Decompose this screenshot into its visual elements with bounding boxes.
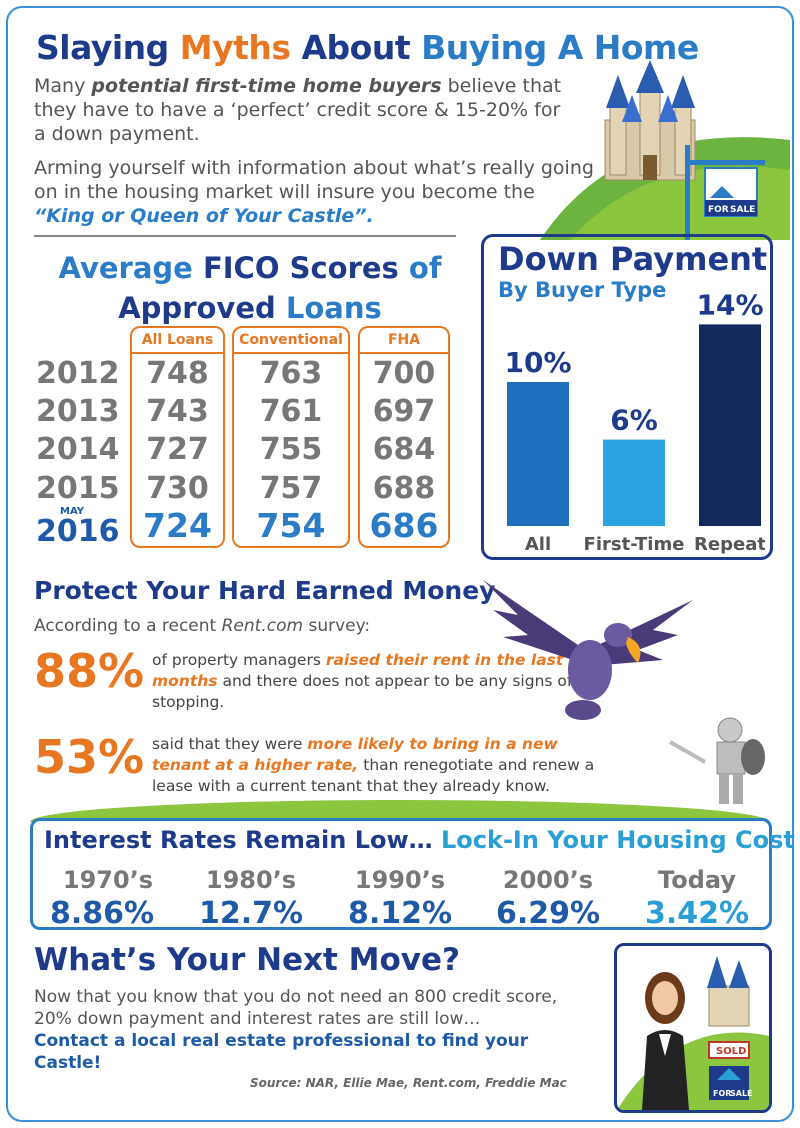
for-sale-sign-for: FOR	[708, 205, 729, 215]
fico-year-current: 2016	[36, 514, 120, 549]
page-title: Slaying Myths About Buying A Home	[36, 28, 699, 67]
fico-value: 757	[259, 471, 323, 506]
survey-intro: According to a recent Rent.com survey:	[34, 616, 371, 636]
rate-decade-label: 1990’s	[354, 866, 446, 894]
dragon-illustration	[483, 580, 693, 720]
down-payment-chart: 10% All 6% First-Time 14% Repeat	[490, 288, 766, 555]
intro-paragraph-1: Many potential first-time home buyers be…	[34, 75, 562, 145]
fico-value: 748	[146, 356, 209, 391]
section-divider	[34, 235, 456, 237]
intro-paragraph-2: Arming yourself with information about w…	[34, 157, 594, 227]
fico-value-current: 724	[143, 506, 212, 545]
fico-year: 2015	[36, 471, 120, 506]
next-move-text: Now that you know that you do not need a…	[34, 986, 594, 1074]
fico-value: 684	[372, 432, 436, 467]
castle-illustration: FOR SALE	[540, 60, 790, 240]
down-payment-chart-panel	[481, 234, 773, 560]
rate-decade-label: Today	[658, 866, 736, 894]
fico-may-label: MAY	[60, 506, 84, 517]
fico-year: 2013	[36, 394, 120, 429]
bar-value-label: 10%	[504, 346, 571, 379]
rate-decade-label: 1970’s	[62, 866, 154, 894]
sold-sign-text: SOLD	[716, 1046, 746, 1057]
fico-value: 730	[146, 471, 209, 506]
fico-column-fha	[358, 326, 450, 548]
fico-value: 755	[259, 432, 323, 467]
chart-title: Down Payment	[498, 240, 768, 278]
fico-value: 700	[372, 356, 436, 391]
fico-value-current: 686	[369, 506, 439, 545]
rate-value-today: 3.42%	[644, 896, 750, 931]
stat-88-text: of property managers raised their rent i…	[152, 651, 591, 711]
fico-column-conventional	[232, 326, 350, 548]
for-sale-sign-sale: SALE	[730, 1089, 753, 1098]
fico-col-header-fha: FHA	[387, 332, 421, 348]
fico-year: 2012	[36, 356, 120, 391]
fico-value: 697	[372, 394, 436, 429]
fico-value: 761	[259, 394, 323, 429]
bar-value-label: 6%	[610, 404, 658, 437]
agent-illustration: SOLD FOR SALE	[617, 956, 769, 1110]
stat-53-text: said that they were more likely to bring…	[152, 735, 595, 795]
interest-rates-panel	[30, 818, 772, 930]
stat-88-percent: 88%	[34, 644, 145, 698]
next-move-cta: Contact a local real estate professional…	[34, 1031, 529, 1073]
for-sale-sign-sale: SALE	[730, 205, 755, 215]
down-payment-bars: 10% All 6% First-Time 14% Repeat	[504, 288, 766, 555]
interest-rates-title: Interest Rates Remain Low… Lock-In Your …	[44, 826, 795, 854]
fico-value: 763	[259, 356, 323, 391]
fico-header-rule	[358, 352, 450, 354]
fico-title: Average FICO Scores of Approved Loans	[58, 251, 442, 325]
bar-category-label: First-Time	[584, 534, 685, 555]
rate-value: 6.29%	[495, 896, 601, 931]
infographic-frame	[6, 6, 794, 1122]
rate-value: 8.86%	[49, 896, 155, 931]
chart-subtitle: By Buyer Type	[498, 278, 667, 302]
rate-value: 12.7%	[198, 896, 304, 931]
king-queen-highlight: “King or Queen of Your Castle”.	[34, 205, 374, 227]
protect-heading: Protect Your Hard Earned Money	[34, 576, 496, 605]
knight-illustration	[669, 717, 765, 804]
rate-value: 8.12%	[347, 896, 453, 931]
bar-category-label: All	[525, 534, 551, 555]
fico-value: 743	[146, 394, 209, 429]
rate-decade-label: 2000’s	[502, 866, 594, 894]
bar-category-label: Repeat	[694, 534, 765, 555]
green-hill-band	[30, 800, 770, 822]
fico-col-header-conventional: Conventional	[239, 332, 343, 348]
fico-column-all-loans	[130, 326, 225, 548]
next-move-heading: What’s Your Next Move?	[34, 942, 461, 978]
fico-value-current: 754	[256, 506, 326, 545]
fico-value: 727	[146, 432, 209, 467]
bar-first-time	[603, 439, 665, 526]
agent-panel: SOLD FOR SALE	[614, 943, 772, 1113]
rate-decade-label: 1980’s	[205, 866, 297, 894]
fico-col-header-all-loans: All Loans	[141, 332, 214, 348]
bar-all	[507, 382, 569, 526]
bar-repeat	[699, 324, 761, 526]
fico-header-rule	[232, 352, 350, 354]
fico-year: 2014	[36, 432, 120, 467]
for-sale-sign-for: FOR	[713, 1089, 731, 1098]
stat-53-percent: 53%	[34, 730, 145, 784]
fico-value: 688	[372, 471, 436, 506]
fico-header-rule	[130, 352, 225, 354]
source-note: Source: NAR, Ellie Mae, Rent.com, Freddi…	[250, 1076, 567, 1090]
bar-value-label: 14%	[696, 290, 763, 321]
